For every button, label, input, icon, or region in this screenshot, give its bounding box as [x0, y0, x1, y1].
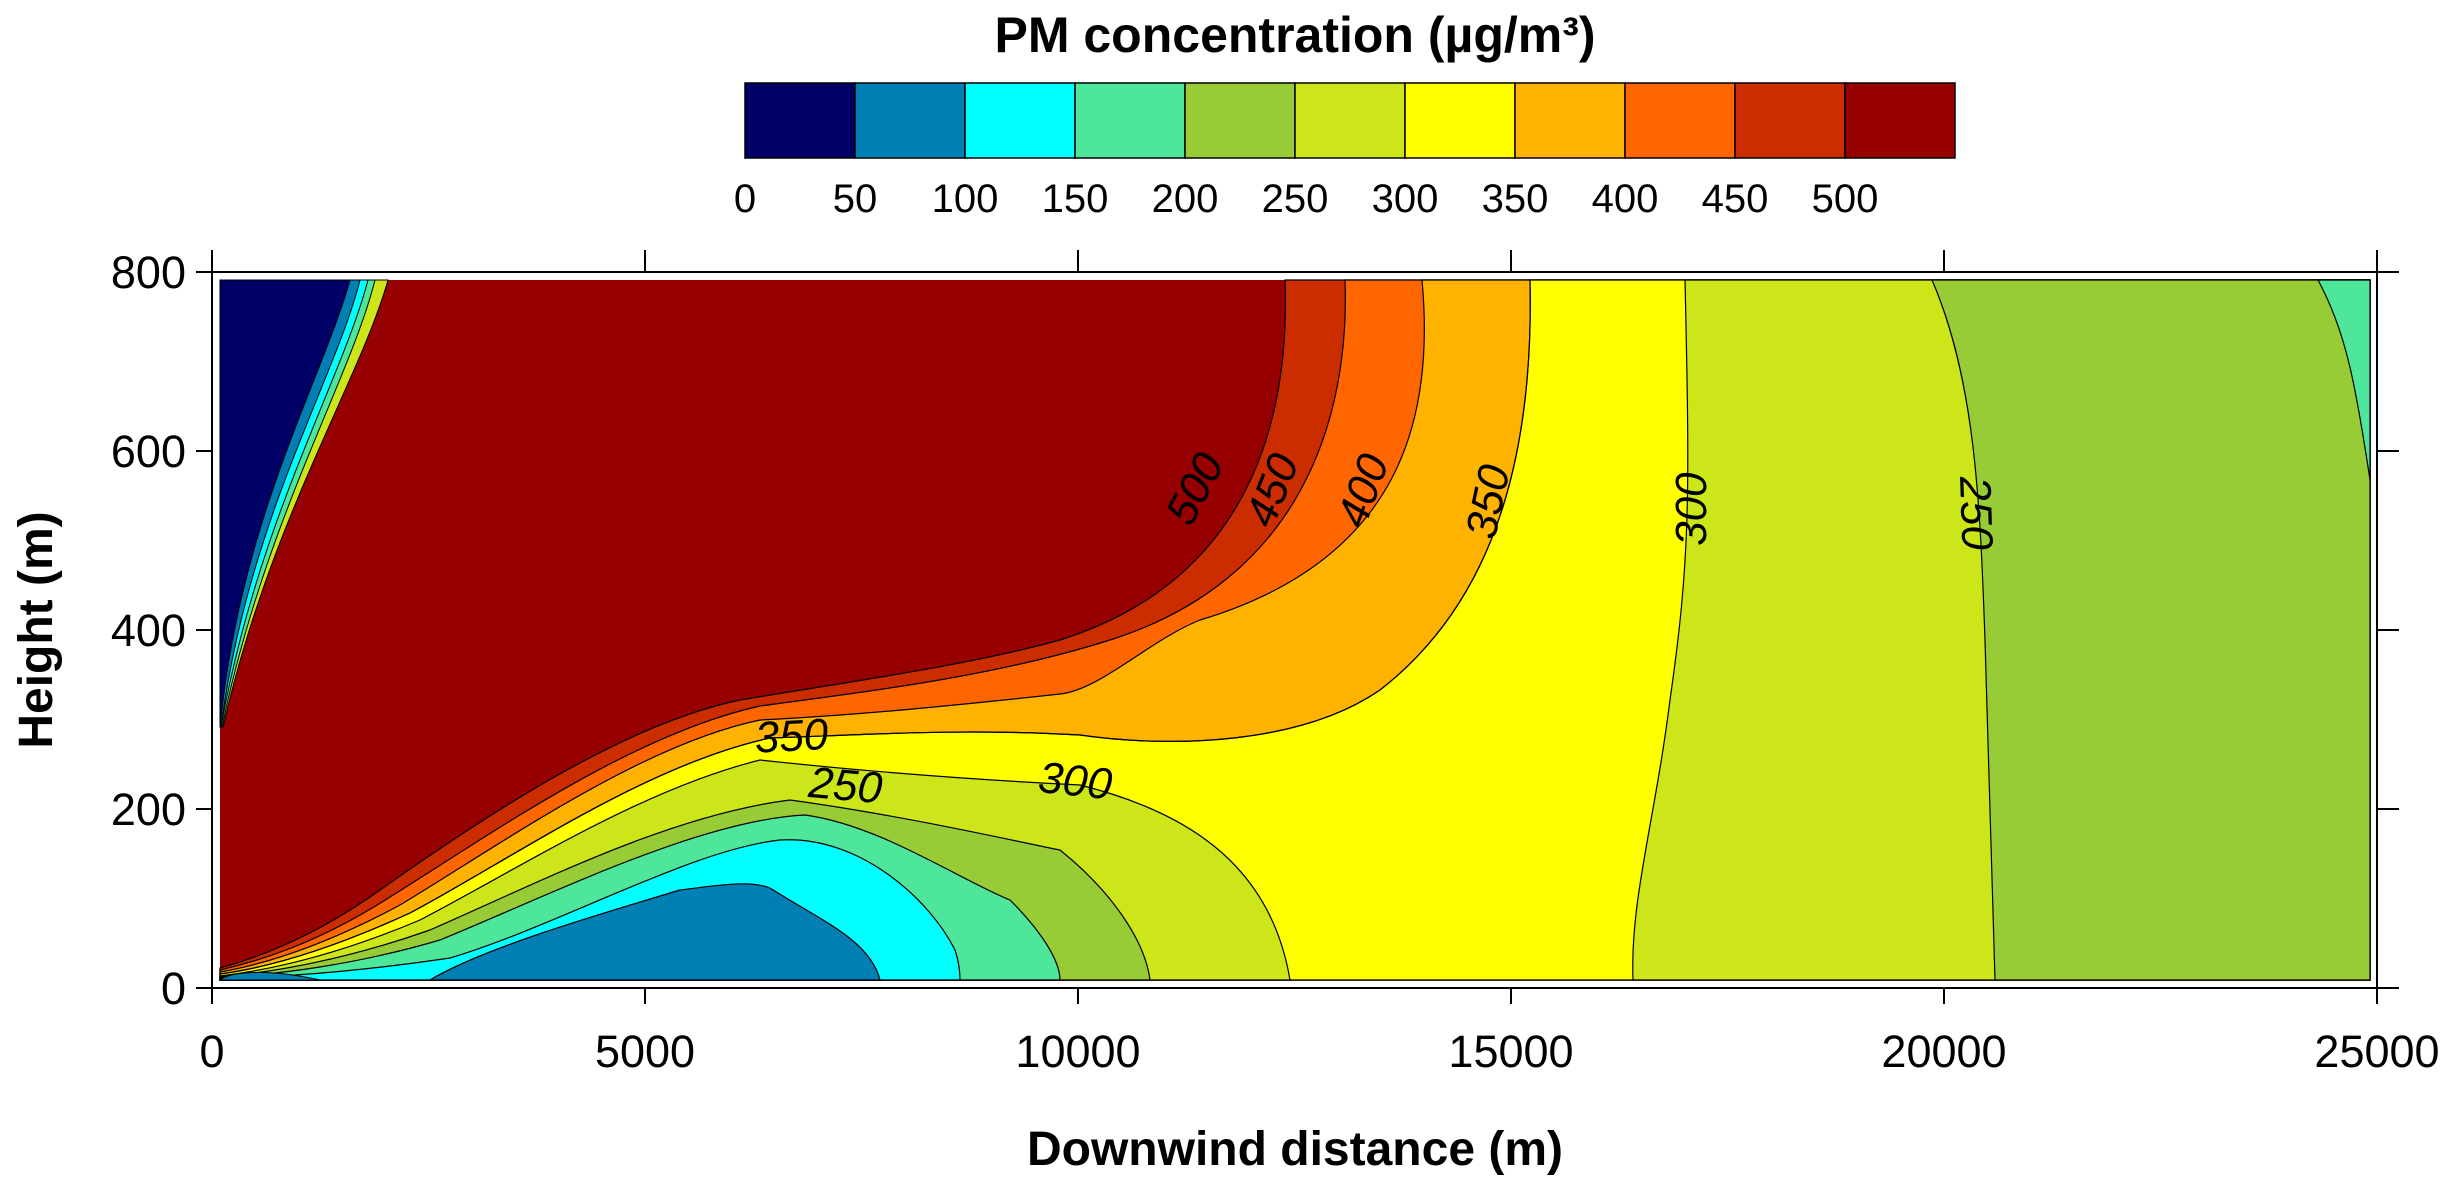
band-50-near: [427, 883, 881, 981]
x-axis-label: Downwind distance (m): [1027, 1123, 1563, 1176]
y-tick-label: 400: [111, 605, 186, 656]
y-tick-label: 600: [111, 426, 186, 477]
colorbar-swatch: [1294, 82, 1406, 159]
colorbar-tick-label: 200: [1152, 177, 1219, 221]
y-tick-label: 0: [161, 963, 186, 1014]
band-200-far: [1931, 279, 2371, 981]
colorbar-swatch: [964, 82, 1076, 159]
colorbar-ticks: 0 50 100 150 200 250 300 350 400 450 500: [734, 177, 1879, 221]
contour-label: 300: [1667, 472, 1716, 546]
x-axis-ticks: 0 5000 10000 15000 20000 25000: [199, 250, 2440, 1077]
colorbar-tick-label: 100: [932, 177, 999, 221]
colorbar-tick-label: 300: [1372, 177, 1439, 221]
x-tick-label: 5000: [595, 1026, 695, 1077]
x-tick-label: 0: [199, 1026, 224, 1077]
colorbar-tick-label: 0: [734, 177, 756, 221]
colorbar-title: PM concentration (µg/m³): [994, 7, 1595, 63]
colorbar-swatch: [1624, 82, 1736, 159]
y-tick-label: 800: [111, 247, 186, 298]
colorbar: [744, 82, 1956, 159]
colorbar-tick-label: 150: [1042, 177, 1109, 221]
band-50-corner: [218, 971, 321, 981]
colorbar-tick-label: 350: [1482, 177, 1549, 221]
x-tick-label: 25000: [2314, 1026, 2439, 1077]
contour-label: 250: [806, 758, 885, 813]
plot-area: [218, 279, 2371, 981]
colorbar-tick-label: 50: [833, 177, 878, 221]
colorbar-tick-label: 500: [1812, 177, 1879, 221]
y-axis-label: Height (m): [10, 511, 63, 748]
colorbar-tick-label: 450: [1702, 177, 1769, 221]
colorbar-tick-label: 400: [1592, 177, 1659, 221]
y-axis-ticks: 0 200 400 600 800: [111, 247, 2399, 1014]
colorbar-swatch: [1404, 82, 1516, 159]
colorbar-swatch: [1514, 82, 1626, 159]
x-tick-label: 10000: [1015, 1026, 1140, 1077]
x-tick-label: 15000: [1448, 1026, 1573, 1077]
colorbar-tick-label: 250: [1262, 177, 1329, 221]
colorbar-swatch: [1734, 82, 1846, 159]
colorbar-swatch: [744, 82, 856, 159]
contour-label: 300: [1036, 753, 1115, 809]
band-300-far: [219, 279, 1531, 975]
x-tick-label: 20000: [1881, 1026, 2006, 1077]
band-150-far: [2316, 279, 2371, 481]
contour-label: 350: [754, 710, 830, 763]
band-upper-left-0: [219, 279, 351, 728]
colorbar-swatch: [1184, 82, 1296, 159]
contour-label: 250: [1950, 475, 2002, 552]
y-tick-label: 200: [111, 784, 186, 835]
colorbar-swatch: [1844, 82, 1956, 159]
colorbar-swatch: [1074, 82, 1186, 159]
colorbar-swatch: [854, 82, 966, 159]
